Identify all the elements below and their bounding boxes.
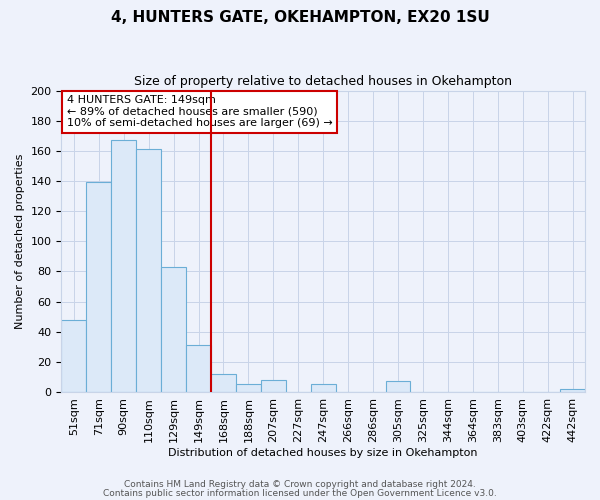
Bar (386, 382, 410, 392)
X-axis label: Distribution of detached houses by size in Okehampton: Distribution of detached houses by size … (169, 448, 478, 458)
Bar (136, 150, 161, 392)
Text: Contains public sector information licensed under the Open Government Licence v3: Contains public sector information licen… (103, 488, 497, 498)
Text: 4, HUNTERS GATE, OKEHAMPTON, EX20 1SU: 4, HUNTERS GATE, OKEHAMPTON, EX20 1SU (110, 10, 490, 25)
Bar (86, 182, 111, 392)
Title: Size of property relative to detached houses in Okehampton: Size of property relative to detached ho… (134, 75, 512, 88)
Bar (261, 380, 286, 392)
Bar (161, 267, 186, 392)
Bar (111, 140, 136, 392)
Bar (560, 389, 585, 392)
Bar (311, 384, 335, 392)
Bar (236, 384, 261, 392)
Y-axis label: Number of detached properties: Number of detached properties (15, 154, 25, 329)
Bar (61, 320, 86, 392)
Text: Contains HM Land Registry data © Crown copyright and database right 2024.: Contains HM Land Registry data © Crown c… (124, 480, 476, 489)
Text: 4 HUNTERS GATE: 149sqm
← 89% of detached houses are smaller (590)
10% of semi-de: 4 HUNTERS GATE: 149sqm ← 89% of detached… (67, 95, 332, 128)
Bar (186, 345, 211, 392)
Bar (211, 374, 236, 392)
